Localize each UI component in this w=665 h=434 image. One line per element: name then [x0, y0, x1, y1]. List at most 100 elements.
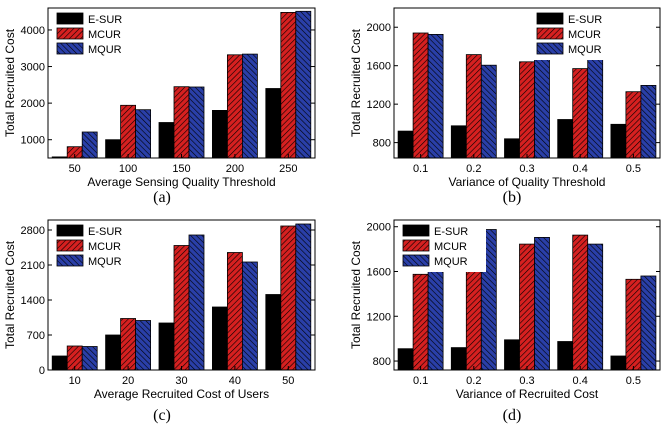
x-tick-label: 0.1	[413, 163, 428, 175]
bar-mqur-0.5	[640, 85, 657, 159]
bar-mcur-30	[173, 245, 190, 371]
bar-e-sur-100	[105, 139, 121, 159]
legend-swatch-mqur	[56, 42, 84, 55]
bar-mqur-0.4	[587, 54, 604, 159]
panel-caption: (d)	[503, 407, 522, 424]
x-tick-label: 0.4	[573, 163, 588, 175]
bar-mqur-100	[135, 109, 152, 159]
legend-label-mcur: MCUR	[568, 29, 601, 41]
y-tick-label: 1200	[367, 99, 391, 111]
legend-swatch-e-sur	[56, 12, 84, 25]
legend: E-SUR MCUR MQUR	[54, 10, 140, 60]
legend-label-e-sur: E-SUR	[88, 14, 122, 26]
bar-mqur-0.4	[587, 243, 604, 371]
bar-e-sur-20	[105, 334, 121, 371]
legend-swatch-e-sur	[536, 12, 564, 25]
x-tick-label: 0.2	[466, 375, 481, 387]
y-tick-label: 800	[373, 356, 391, 368]
bar-mcur-0.1	[412, 32, 429, 159]
bar-mcur-50	[280, 225, 297, 371]
legend: E-SUR MCUR MQUR	[534, 10, 620, 60]
bar-mcur-100	[120, 104, 136, 159]
chart-panel-1: 1000 2000 3000 4000 50 100 150 200 250 Average Se…	[3, 7, 316, 206]
x-tick-label: 50	[69, 163, 81, 175]
bar-mqur-200	[241, 53, 258, 159]
bar-mqur-0.1	[427, 270, 444, 371]
legend: E-SUR MCUR MQUR	[400, 222, 486, 272]
x-tick-label: 0.5	[626, 163, 641, 175]
bar-mcur-200	[226, 54, 243, 159]
x-axis-title: Variance of Quality Threshold	[449, 175, 606, 189]
legend-swatch-mcur	[56, 239, 84, 252]
bar-mqur-0.1	[427, 34, 444, 159]
bar-mcur-0.5	[625, 278, 642, 371]
y-tick-label: 1600	[367, 266, 391, 278]
x-tick-label: 0.5	[626, 375, 641, 387]
bar-e-sur-200	[211, 110, 228, 159]
bar-e-sur-0.3	[504, 138, 520, 159]
y-tick-label: 1200	[367, 311, 391, 323]
legend-label-mqur: MQUR	[434, 256, 468, 268]
bar-e-sur-0.4	[557, 341, 574, 371]
bar-e-sur-50	[265, 294, 282, 371]
bar-e-sur-30	[158, 322, 175, 371]
legend-label-mcur: MCUR	[88, 241, 121, 253]
x-axis-title: Average Recruited Cost of Users	[94, 387, 269, 401]
bar-e-sur-0.3	[504, 339, 520, 371]
bar-e-sur-0.1	[397, 130, 414, 159]
x-tick-label: 0.2	[466, 163, 481, 175]
x-tick-label: 30	[175, 375, 187, 387]
y-tick-label: 4000	[21, 25, 45, 37]
bar-e-sur-0.2	[450, 125, 467, 159]
y-axis-title: Total Recruited Cost	[349, 240, 363, 349]
bar-e-sur-0.5	[610, 123, 627, 159]
y-tick-label: 2000	[21, 98, 45, 110]
legend-label-mcur: MCUR	[88, 29, 121, 41]
bar-mqur-150	[188, 86, 205, 159]
bar-mqur-30	[188, 234, 205, 371]
legend-swatch-mqur	[536, 42, 564, 55]
y-tick-label: 2000	[367, 22, 391, 34]
legend-label-mqur: MQUR	[88, 256, 122, 268]
bar-e-sur-0.4	[557, 119, 574, 159]
bar-mcur-0.3	[519, 243, 535, 371]
bar-mqur-0.3	[534, 59, 550, 159]
bar-e-sur-40	[211, 306, 228, 371]
x-tick-label: 20	[122, 375, 134, 387]
bar-mcur-0.4	[572, 68, 589, 159]
bar-mqur-0.2	[480, 64, 497, 159]
chart-panel-4: 800 1200 1600 2000 0.1 0.2 0.3 0.4 0.5 Variance o…	[349, 219, 661, 424]
bar-mcur-0.3	[519, 61, 535, 159]
bar-mcur-20	[120, 318, 136, 371]
y-tick-label: 3000	[21, 62, 45, 74]
legend-swatch-mqur	[402, 254, 430, 267]
bar-mqur-0.5	[640, 275, 657, 371]
bar-mqur-20	[135, 320, 152, 371]
legend-swatch-e-sur	[402, 224, 430, 237]
legend-label-e-sur: E-SUR	[434, 226, 468, 238]
y-axis-title: Total Recruited Cost	[349, 28, 363, 137]
bar-mcur-40	[226, 252, 243, 371]
panel-caption: (a)	[153, 189, 171, 206]
legend-label-mcur: MCUR	[434, 241, 467, 253]
legend-label-e-sur: E-SUR	[88, 226, 122, 238]
y-tick-label: 0	[39, 365, 45, 377]
y-tick-label: 1400	[21, 295, 45, 307]
y-tick-label: 1000	[21, 135, 45, 147]
y-axis-title: Total Recruited Cost	[3, 28, 17, 137]
legend-swatch-mcur	[402, 239, 430, 252]
x-tick-label: 0.1	[413, 375, 428, 387]
legend-label-e-sur: E-SUR	[568, 14, 602, 26]
bar-mqur-0.3	[534, 236, 550, 371]
x-tick-label: 0.4	[573, 375, 588, 387]
x-tick-label: 10	[69, 375, 81, 387]
y-tick-label: 700	[27, 330, 45, 342]
legend: E-SUR MCUR MQUR	[54, 222, 140, 272]
bar-mcur-250	[280, 11, 297, 159]
bar-mcur-0.2	[465, 54, 482, 159]
x-tick-label: 0.3	[519, 163, 534, 175]
x-tick-label: 0.3	[519, 375, 534, 387]
x-tick-label: 40	[229, 375, 241, 387]
